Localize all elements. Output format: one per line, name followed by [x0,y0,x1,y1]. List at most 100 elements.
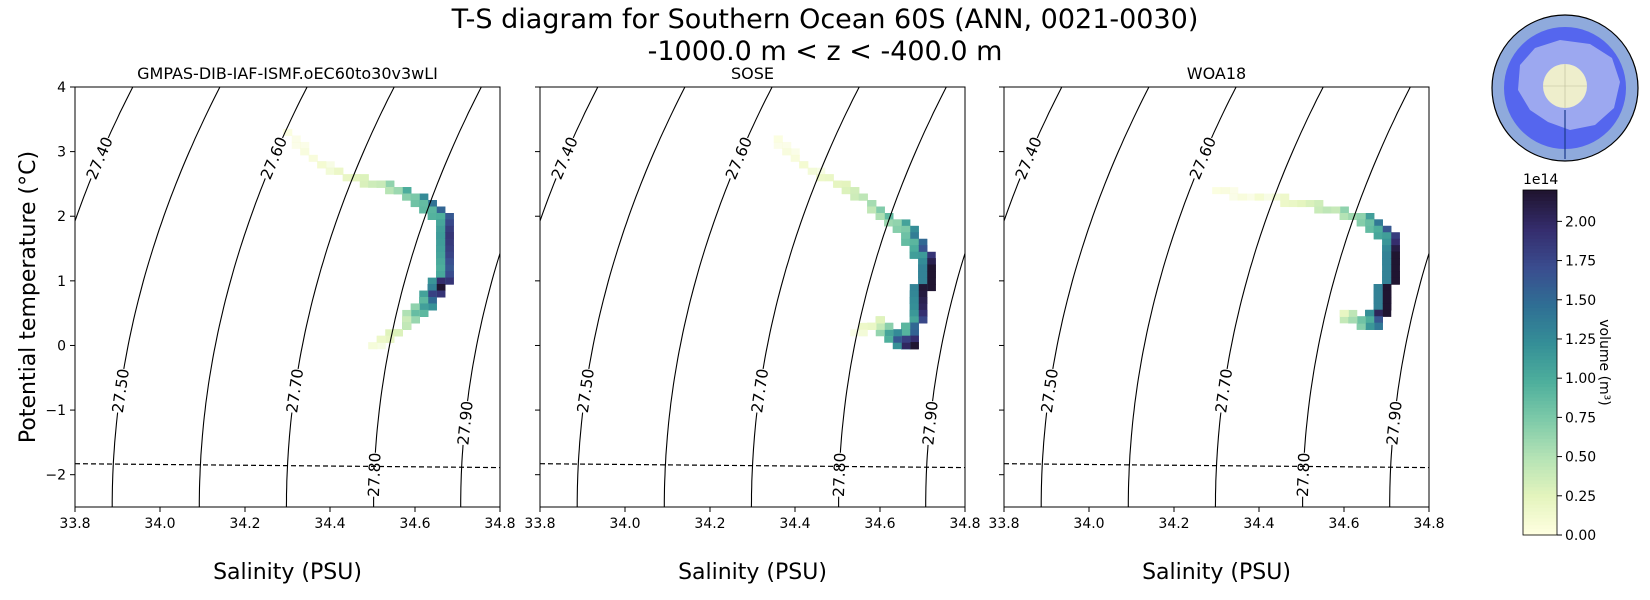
colorbar-segment [1523,438,1557,443]
colorbar-segment [1523,341,1557,346]
colorbar-segment [1523,345,1557,350]
heatmap-cell [436,232,446,240]
heatmap-cell [850,329,860,337]
heatmap-cell [773,135,783,143]
density-contour-27.80 [838,87,947,507]
heatmap-cell [1365,225,1375,233]
colorbar-segment [1523,227,1557,232]
density-contour-27.90 [1389,251,1429,507]
colorbar-segment [1523,369,1557,374]
contour-label: 27.60 [257,134,291,182]
x-tick-label: 34.8 [1413,516,1444,532]
colorbar-segment [1523,441,1557,446]
colorbar-segment [1523,265,1557,270]
heatmap-cell [1390,245,1400,253]
heatmap-cell [909,238,919,246]
colorbar-segment [1523,503,1557,508]
colorbar-tick-label: 1.50 [1565,293,1596,309]
heatmap-cell [1212,187,1222,195]
heatmap-cell [410,303,420,311]
heatmap-cell [1339,206,1349,214]
heatmap-cell [1382,264,1392,272]
heatmap-cell [918,245,928,253]
colorbar-segment [1523,307,1557,312]
colorbar-segment [1523,531,1557,536]
heatmap-cell [436,251,446,259]
heatmap-cell [909,232,919,240]
heatmap-cell [1382,258,1392,266]
panel-3: 27.00 27.10 27.20 27.30 27.40 27.50 27.60 27.70… [988,64,1487,585]
heatmap-cell [436,290,446,298]
density-contour-27.80 [373,87,482,507]
x-tick-label: 33.8 [524,516,555,532]
colorbar-segment [1523,459,1557,464]
heatmap-cell [436,284,446,292]
heatmap-cell [351,174,361,182]
colorbar-segment [1523,276,1557,281]
heatmap-cell [909,309,919,317]
heatmap-cell [334,167,344,175]
colorbar-segment [1523,472,1557,477]
heatmap-cell [884,322,894,330]
heatmap-cell [918,264,928,272]
heatmap-cell [427,290,437,298]
heatmap-cell [427,303,437,311]
heatmap-cell [436,238,446,246]
heatmap-cell [419,290,429,298]
colorbar-segment [1523,434,1557,439]
density-contour-27.40 [75,87,134,223]
heatmap-cell [427,213,437,220]
panel-1: 27.00 27.10 27.20 27.30 27.40 27.50 27.60 27.70… [16,64,516,585]
heatmap-cell [901,322,911,330]
heatmap-cell [1365,316,1375,324]
heatmap-cell [918,284,928,292]
heatmap-cell [807,167,817,175]
x-tick-label: 34.8 [949,516,980,532]
freezing-line [75,463,500,469]
colorbar-segment [1523,507,1557,512]
heatmap-cell [1254,193,1264,201]
inset-map [1491,14,1639,162]
colorbar-segment [1523,296,1557,301]
contour-label: 28.00 [1468,465,1487,510]
colorbar-segment [1523,365,1557,370]
x-tick-label: 34.4 [314,516,345,532]
heatmap-cell [444,213,454,220]
heatmap-cell [1390,264,1400,272]
contour-label: 27.00 [199,134,233,182]
heatmap-cell [291,135,301,143]
heatmap-cell [909,342,919,350]
heatmap-cell [410,200,420,208]
colorbar-segment [1523,390,1557,395]
colorbar-segment [1523,486,1557,491]
colorbar-segment [1523,248,1557,253]
colorbar-segment [1523,393,1557,398]
heatmap-cell [1382,297,1392,304]
heatmap-cell [1288,200,1298,208]
x-tick-label: 34.0 [1073,516,1104,532]
x-axis-label: Salinity (PSU) [213,560,362,585]
colorbar-segment [1523,500,1557,505]
heatmap-cell [1373,316,1383,324]
heatmap-cell [1382,251,1392,259]
heatmap-cell [436,206,446,214]
heatmap-cell [1229,193,1239,201]
heatmap-cell [1348,213,1358,220]
colorbar-segment [1523,497,1557,502]
heatmap-cell [1314,206,1324,214]
heatmap-cell [875,206,885,214]
heatmap-cell [892,342,902,350]
x-tick-label: 34.6 [1328,516,1359,532]
heatmap-cell [909,245,919,253]
heatmap-cell [901,232,911,240]
colorbar-segment [1523,328,1557,333]
density-contour-27.40 [540,87,599,223]
heatmap-cell [1382,284,1392,292]
heatmap-cell [436,219,446,227]
colorbar-segment [1523,203,1557,208]
colorbar-segment [1523,214,1557,219]
colorbar-segment [1523,431,1557,436]
heatmap-cell [1373,225,1383,233]
heatmap-cell [1237,193,1247,201]
heatmap-cell [926,277,936,285]
